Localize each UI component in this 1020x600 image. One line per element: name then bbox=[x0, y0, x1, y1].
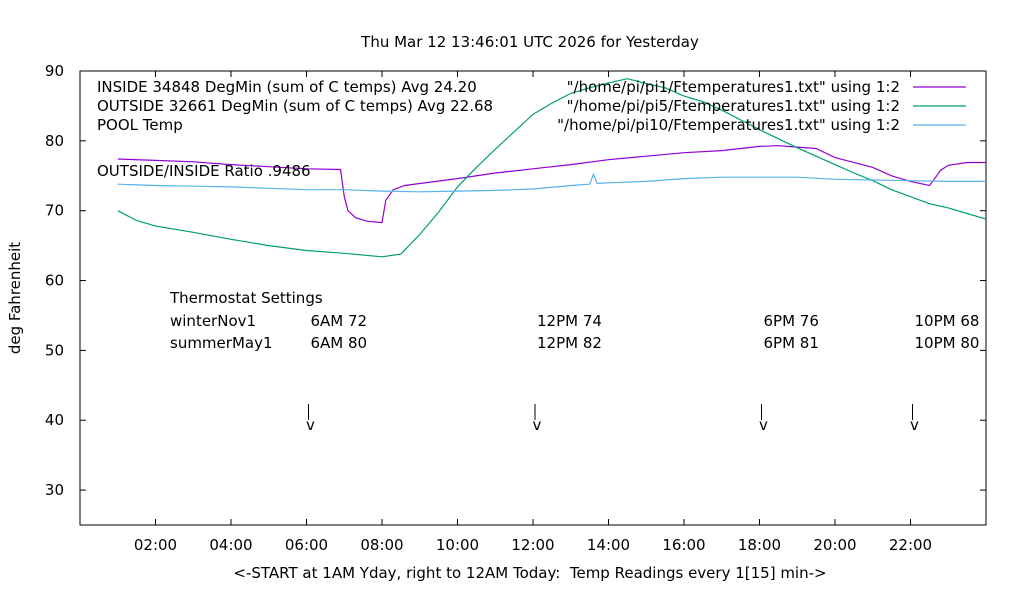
axis-ticks: 02:00 04:00 06:00 08:00 10:00 12:00 14:00 16:00… bbox=[45, 62, 986, 554]
x-tick-label: 22:00 bbox=[889, 536, 932, 554]
series-line-0 bbox=[117, 145, 986, 224]
x-tick-label: 10:00 bbox=[436, 536, 479, 554]
series-line-2 bbox=[117, 172, 986, 193]
x-tick-label: 20:00 bbox=[813, 536, 856, 554]
thermostat-setting: 6PM 81 bbox=[764, 334, 819, 352]
thermostat-season-label: summerMay1 bbox=[170, 334, 273, 352]
x-tick-label: 06:00 bbox=[285, 536, 328, 554]
ratio-label: OUTSIDE/INSIDE Ratio .9486 bbox=[97, 162, 311, 180]
x-tick-label: 08:00 bbox=[360, 536, 403, 554]
thermostat-title: Thermostat Settings bbox=[169, 289, 323, 307]
y-tick-label: 40 bbox=[45, 411, 64, 429]
thermostat-setting: 6AM 80 bbox=[311, 334, 368, 352]
series-line-1 bbox=[117, 78, 987, 258]
x-tick-label: 18:00 bbox=[738, 536, 781, 554]
y-axis-label: deg Fahrenheit bbox=[6, 242, 24, 354]
thermostat-settings: Thermostat Settings winterNov1 6AM 72 12PM … bbox=[169, 289, 979, 434]
series-lines bbox=[117, 78, 987, 258]
y-tick-label: 80 bbox=[45, 132, 64, 150]
thermostat-setting: 12PM 82 bbox=[537, 334, 602, 352]
x-axis-label: <-START at 1AM Yday, right to 12AM Today… bbox=[233, 564, 826, 582]
x-tick-label: 02:00 bbox=[134, 536, 177, 554]
thermostat-marker-arrow: v bbox=[533, 416, 542, 434]
y-tick-label: 60 bbox=[45, 272, 64, 290]
thermostat-setting: 6PM 76 bbox=[764, 312, 819, 330]
legend-file-label: "/home/pi/pi10/Ftemperatures1.txt" using… bbox=[557, 116, 900, 134]
chart-title: Thu Mar 12 13:46:01 UTC 2026 for Yesterd… bbox=[360, 33, 699, 51]
thermostat-marker-arrow: v bbox=[910, 416, 919, 434]
x-tick-label: 16:00 bbox=[662, 536, 705, 554]
legend: INSIDE 34848 DegMin (sum of C temps) Avg… bbox=[97, 78, 966, 134]
thermostat-season-label: winterNov1 bbox=[170, 312, 256, 330]
y-tick-label: 50 bbox=[45, 341, 64, 359]
thermostat-marker-arrow: v bbox=[306, 416, 315, 434]
legend-file-label: "/home/pi/pi1/Ftemperatures1.txt" using … bbox=[567, 78, 900, 96]
legend-file-label: "/home/pi/pi5/Ftemperatures1.txt" using … bbox=[567, 97, 900, 115]
legend-series-name: INSIDE 34848 DegMin (sum of C temps) Avg… bbox=[97, 78, 477, 96]
thermostat-setting: 6AM 72 bbox=[311, 312, 368, 330]
legend-series-name: OUTSIDE 32661 DegMin (sum of C temps) Av… bbox=[97, 97, 493, 115]
x-tick-label: 12:00 bbox=[511, 536, 554, 554]
x-tick-label: 14:00 bbox=[587, 536, 630, 554]
x-tick-label: 04:00 bbox=[209, 536, 252, 554]
y-tick-label: 90 bbox=[45, 62, 64, 80]
thermostat-marker-arrow: v bbox=[759, 416, 768, 434]
thermostat-setting: 12PM 74 bbox=[537, 312, 602, 330]
y-tick-label: 70 bbox=[45, 202, 64, 220]
y-tick-label: 30 bbox=[45, 481, 64, 499]
thermostat-setting: 10PM 68 bbox=[915, 312, 980, 330]
legend-series-name: POOL Temp bbox=[97, 116, 183, 134]
thermostat-setting: 10PM 80 bbox=[915, 334, 980, 352]
